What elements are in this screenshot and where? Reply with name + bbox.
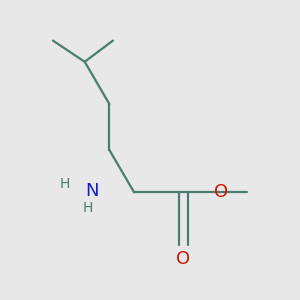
Text: O: O [214,183,228,201]
Text: H: H [60,176,70,190]
Text: O: O [176,250,190,268]
Text: N: N [85,182,98,200]
Text: H: H [83,201,93,215]
